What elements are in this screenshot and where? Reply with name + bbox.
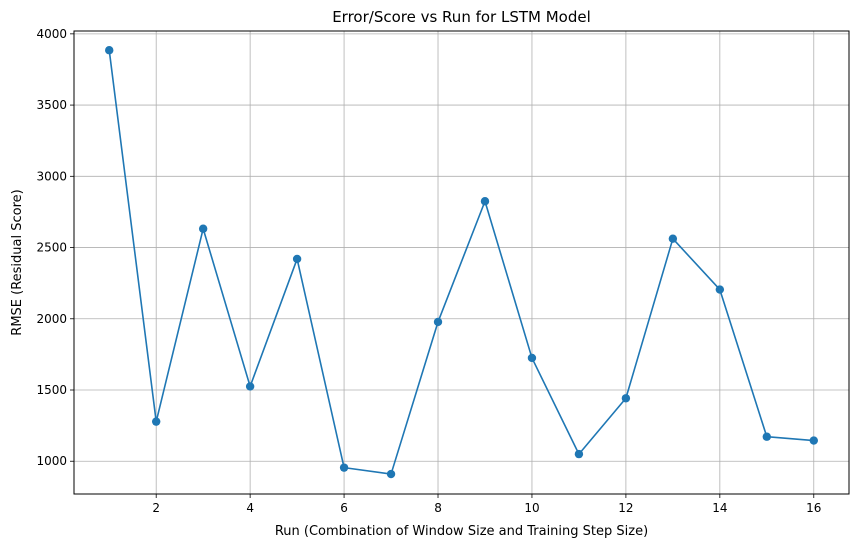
x-tick-label: 4 [246, 501, 254, 515]
plot-frame [73, 30, 850, 495]
data-point [386, 469, 396, 479]
data-point [762, 432, 772, 441]
data-point [809, 436, 818, 445]
data-point [621, 394, 631, 403]
x-tick-label: 14 [712, 501, 727, 515]
data-point [245, 382, 255, 391]
y-tick-label: 3500 [36, 98, 67, 112]
y-tick-label: 4000 [36, 27, 67, 41]
y-axis-label: RMSE (Residual Score) [10, 189, 25, 335]
y-tick-label: 2500 [36, 241, 67, 255]
series-line [108, 50, 814, 475]
x-tick-label: 6 [340, 501, 348, 515]
data-point [574, 449, 584, 459]
data-point [433, 317, 443, 327]
data-point [105, 46, 114, 55]
x-tick-label: 12 [618, 501, 633, 515]
data-point [198, 224, 208, 233]
grid-lines [74, 31, 849, 494]
y-tick-label: 3000 [36, 169, 67, 183]
x-tick-label: 16 [806, 501, 821, 515]
x-tick-label: 10 [524, 501, 539, 515]
data-point [339, 463, 349, 472]
data-point [151, 417, 161, 426]
axis-ticks: 2 4 6 8 10 12 14 16 1000 1500 2000 2500 3000 3500 4000 [36, 27, 821, 515]
y-tick-label: 1000 [36, 454, 67, 468]
data-point [668, 234, 678, 243]
data-point [480, 197, 490, 206]
data-point [715, 285, 725, 294]
x-tick-label: 8 [434, 501, 442, 515]
x-axis-label: Run (Combination of Window Size and Trai… [275, 524, 648, 539]
x-tick-label: 2 [152, 501, 160, 515]
data-point [292, 254, 302, 264]
series-layer [105, 46, 818, 479]
y-tick-label: 1500 [36, 383, 67, 397]
y-tick-label: 2000 [36, 312, 67, 326]
data-point [527, 353, 537, 363]
chart-title: Error/Score vs Run for LSTM Model [332, 8, 591, 26]
